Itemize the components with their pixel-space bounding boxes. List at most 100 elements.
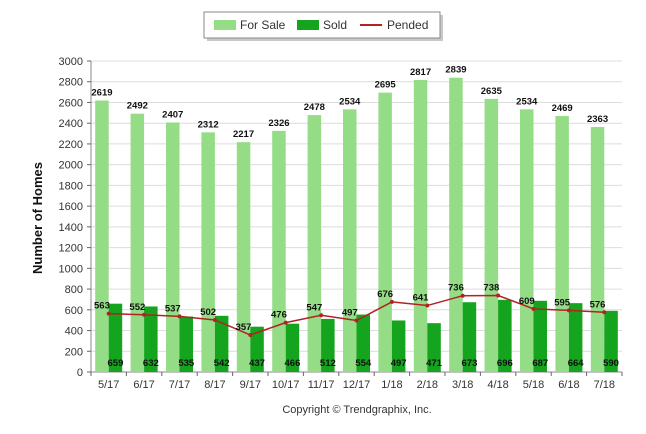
pended-point <box>425 303 430 308</box>
label-sold: 673 <box>462 358 478 369</box>
label-for-sale: 2695 <box>375 80 397 91</box>
bar-for-sale <box>484 98 499 373</box>
y-axis-title: Number of Homes <box>30 162 45 274</box>
x-tick-label: 5/17 <box>98 379 119 391</box>
pended-line <box>106 293 607 337</box>
label-pended: 357 <box>236 322 252 333</box>
y-tick-label: 1800 <box>59 180 83 192</box>
x-tick-label: 2/18 <box>417 379 438 391</box>
y-tick-label: 200 <box>65 346 83 358</box>
y-tick-label: 2600 <box>59 97 83 109</box>
bar-for-sale <box>449 77 463 372</box>
label-sold: 696 <box>497 358 513 369</box>
label-sold: 535 <box>178 358 195 369</box>
bar-for-sale <box>166 122 180 372</box>
label-pended: 497 <box>342 307 358 318</box>
y-tick-label: 1400 <box>59 222 83 234</box>
pended-point <box>212 317 217 322</box>
pended-point <box>354 318 359 323</box>
bar-for-sale <box>520 109 534 373</box>
legend-swatch-sold <box>297 20 319 30</box>
y-tick-label: 800 <box>65 284 83 296</box>
label-pended: 609 <box>519 296 535 307</box>
x-tick-label: 11/17 <box>308 379 335 391</box>
bar-for-sale <box>95 100 109 372</box>
bar-for-sale <box>413 79 428 372</box>
y-tick-label: 400 <box>65 326 83 338</box>
label-pended: 595 <box>554 297 571 308</box>
legend-label-pended: Pended <box>387 18 428 32</box>
y-tick-label: 3000 <box>59 56 83 68</box>
bar-sold <box>285 323 300 372</box>
bars <box>95 77 618 373</box>
legend-label-for-sale: For Sale <box>240 18 286 32</box>
x-tick-label: 4/18 <box>487 379 508 391</box>
label-sold: 687 <box>532 358 548 369</box>
label-for-sale: 2217 <box>233 129 254 140</box>
x-tick-label: 9/17 <box>240 379 261 391</box>
legend-label-sold: Sold <box>323 18 347 32</box>
y-tick-label: 2400 <box>59 118 83 130</box>
pended-point <box>496 293 501 298</box>
legend: For Sale Sold Pended <box>203 11 443 41</box>
label-sold: 437 <box>249 358 265 369</box>
bar-for-sale <box>378 92 392 372</box>
x-tick-label: 7/17 <box>169 379 190 391</box>
bar-sold <box>356 314 370 372</box>
label-for-sale: 2312 <box>198 119 219 130</box>
label-sold: 512 <box>320 358 336 369</box>
pended-point <box>106 311 111 316</box>
label-pended: 736 <box>448 283 464 294</box>
label-pended: 537 <box>165 303 181 314</box>
bar-for-sale <box>555 116 569 372</box>
label-for-sale: 2534 <box>516 96 538 107</box>
label-pended: 563 <box>94 301 110 312</box>
x-tick-label: 10/17 <box>272 379 300 391</box>
label-pended: 552 <box>129 302 145 313</box>
label-pended: 476 <box>271 310 287 321</box>
label-for-sale: 2839 <box>445 65 466 76</box>
label-sold: 632 <box>143 358 159 369</box>
legend-swatch-for-sale <box>214 20 236 30</box>
label-pended: 676 <box>377 289 393 300</box>
x-tick-label: 3/18 <box>452 379 473 391</box>
x-tick-label: 6/18 <box>558 379 579 391</box>
bar-sold <box>179 316 193 372</box>
pended-point <box>177 314 182 319</box>
x-axis-ticks: 5/17 6/17 7/17 8/17 9/17 10/17 11/17 12/17 1/18 2… <box>90 372 623 391</box>
label-for-sale: 2635 <box>481 86 503 97</box>
x-tick-label: 5/18 <box>523 379 544 391</box>
label-for-sale: 2469 <box>552 103 573 114</box>
x-tick-label: 8/17 <box>204 379 225 391</box>
bar-sold <box>214 315 229 372</box>
label-sold: 471 <box>426 358 443 369</box>
label-sold: 466 <box>285 358 301 369</box>
bar-sold <box>108 303 123 372</box>
bar-for-sale <box>201 132 215 372</box>
label-for-sale: 2363 <box>587 114 608 125</box>
label-pended: 502 <box>200 307 216 318</box>
bar-sold <box>427 323 441 372</box>
label-pended: 576 <box>590 299 606 310</box>
label-sold: 590 <box>603 358 619 369</box>
label-pended: 641 <box>413 293 430 304</box>
x-tick-label: 12/17 <box>343 379 371 391</box>
y-axis-ticks: 0 200 400 600 800 1000 1200 1400 1600 1800 2000 220… <box>59 56 91 379</box>
y-tick-label: 1200 <box>59 243 83 255</box>
pended-point <box>389 299 394 304</box>
label-sold: 542 <box>214 358 230 369</box>
pended-point <box>283 320 288 325</box>
label-for-sale: 2492 <box>127 101 148 112</box>
label-for-sale: 2619 <box>91 87 112 98</box>
y-tick-label: 2800 <box>59 77 83 89</box>
copyright: Copyright © Trendgraphix, Inc. <box>282 404 431 416</box>
label-for-sale: 2534 <box>339 96 361 107</box>
label-for-sale: 2326 <box>268 118 289 129</box>
pended-point <box>602 310 607 315</box>
x-tick-label: 1/18 <box>381 379 402 391</box>
pended-point <box>531 306 536 311</box>
y-tick-label: 600 <box>65 305 83 317</box>
label-for-sale: 2817 <box>410 67 431 78</box>
bar-sold <box>391 320 406 372</box>
